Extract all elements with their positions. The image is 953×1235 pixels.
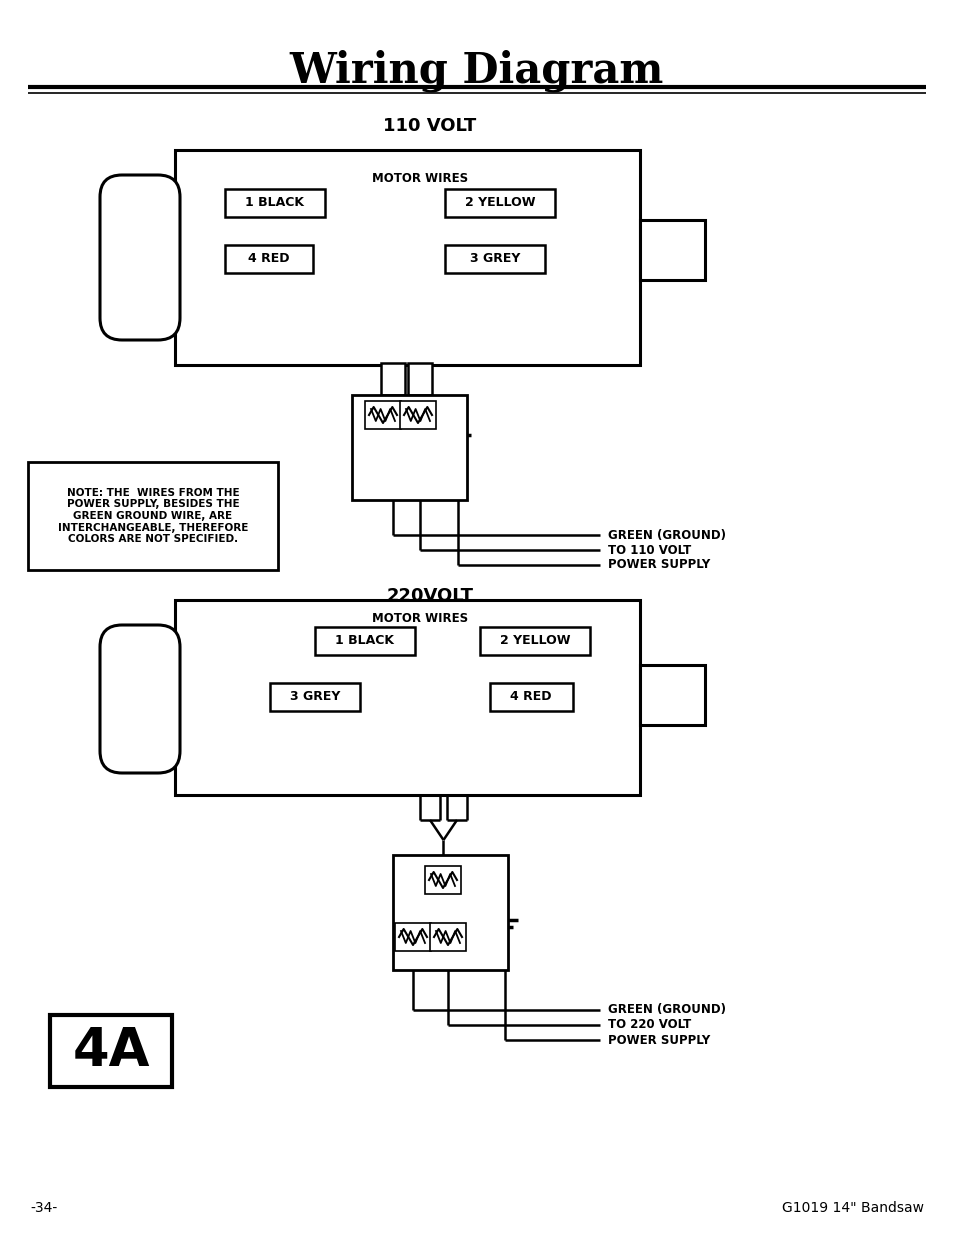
Bar <box>444 189 555 217</box>
FancyBboxPatch shape <box>100 625 180 773</box>
Text: MOTOR WIRES: MOTOR WIRES <box>372 611 468 625</box>
Text: 3 GREY: 3 GREY <box>469 252 519 266</box>
Bar <box>28 462 277 571</box>
Text: 220VOLT: 220VOLT <box>386 587 473 605</box>
Text: 4A: 4A <box>72 1025 150 1077</box>
Text: -34-: -34- <box>30 1200 57 1215</box>
Text: GREEN (GROUND): GREEN (GROUND) <box>607 529 725 541</box>
Text: 3 GREY: 3 GREY <box>290 690 340 704</box>
Text: 2 YELLOW: 2 YELLOW <box>464 196 535 210</box>
Bar <box>639 664 704 725</box>
FancyBboxPatch shape <box>100 175 180 340</box>
Bar <box>365 401 400 429</box>
Text: MOTOR WIRES: MOTOR WIRES <box>372 172 468 184</box>
Bar <box>174 600 639 795</box>
Text: 2 YELLOW: 2 YELLOW <box>499 635 570 647</box>
Text: GREEN (GROUND): GREEN (GROUND) <box>607 1004 725 1016</box>
Bar <box>270 683 359 711</box>
Bar <box>430 923 465 951</box>
Bar <box>225 189 325 217</box>
Text: 1 BLACK: 1 BLACK <box>335 635 395 647</box>
Text: TO 110 VOLT: TO 110 VOLT <box>607 543 691 557</box>
Bar <box>314 627 415 655</box>
Text: NOTE: THE  WIRES FROM THE
POWER SUPPLY, BESIDES THE
GREEN GROUND WIRE, ARE
INTER: NOTE: THE WIRES FROM THE POWER SUPPLY, B… <box>58 488 248 545</box>
Bar <box>490 683 573 711</box>
Text: TO 220 VOLT: TO 220 VOLT <box>607 1019 691 1031</box>
Text: 1 BLACK: 1 BLACK <box>245 196 304 210</box>
Bar <box>352 395 467 500</box>
Bar <box>50 1015 172 1087</box>
Bar <box>479 627 589 655</box>
Text: 110 VOLT: 110 VOLT <box>383 117 476 135</box>
Bar <box>639 220 704 280</box>
Bar <box>393 855 507 969</box>
Text: G1019 14" Bandsaw: G1019 14" Bandsaw <box>781 1200 923 1215</box>
Bar <box>380 363 405 395</box>
Bar <box>424 866 460 894</box>
Bar <box>444 245 544 273</box>
Text: 4 RED: 4 RED <box>510 690 551 704</box>
Bar <box>399 401 436 429</box>
Bar <box>408 363 432 395</box>
Bar <box>225 245 313 273</box>
Bar <box>395 923 431 951</box>
Text: POWER SUPPLY: POWER SUPPLY <box>607 1034 709 1046</box>
Text: Wiring Diagram: Wiring Diagram <box>290 49 663 93</box>
Bar <box>174 149 639 366</box>
Text: 4 RED: 4 RED <box>248 252 290 266</box>
Text: POWER SUPPLY: POWER SUPPLY <box>607 558 709 572</box>
